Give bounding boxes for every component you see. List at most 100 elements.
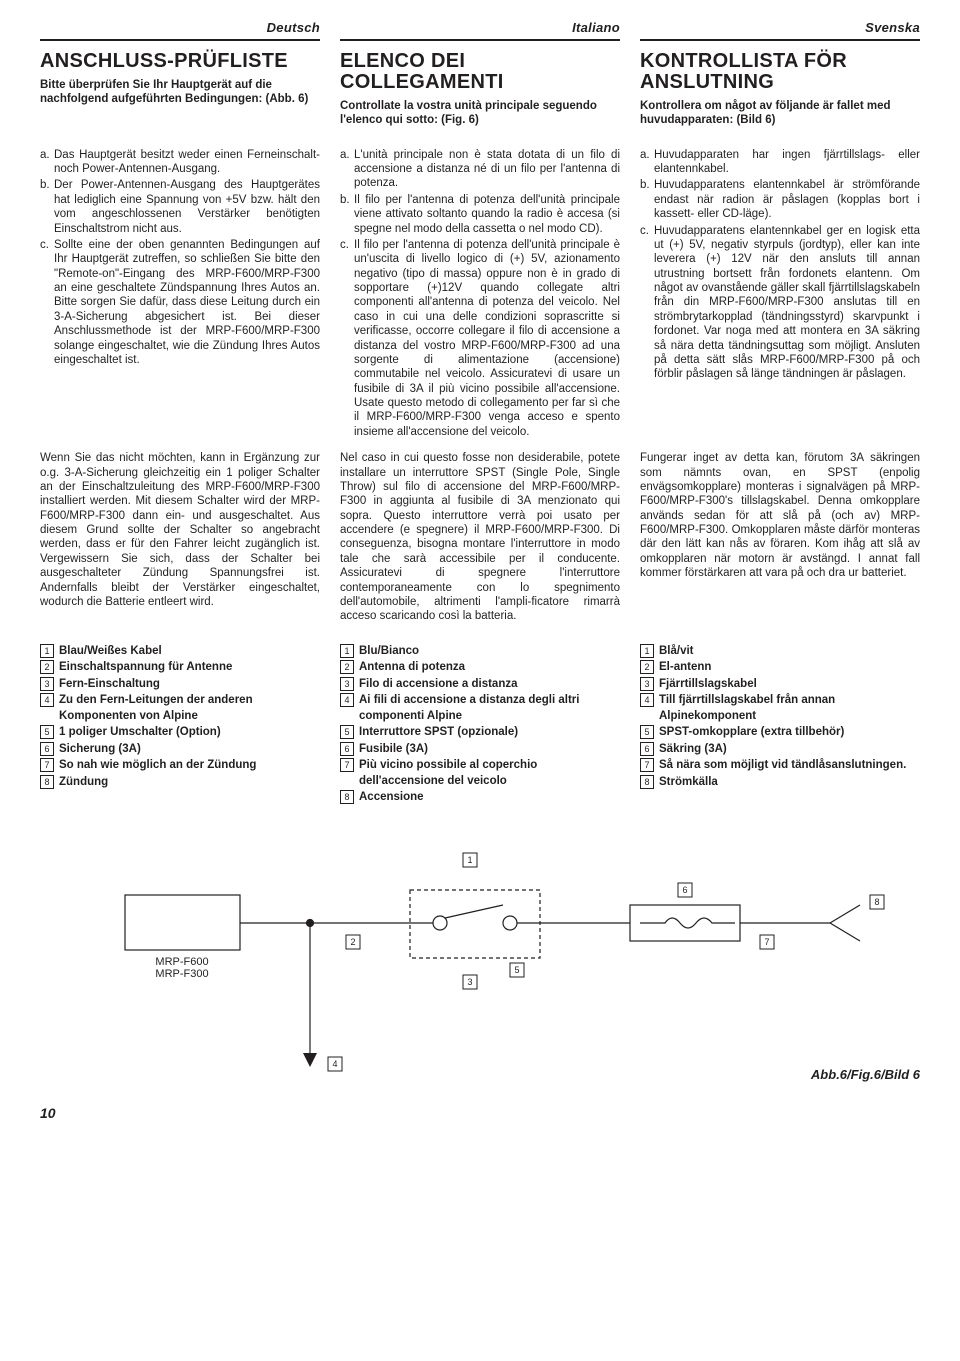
abc-text: Huvudapparatens elantennkabel är strömfö… xyxy=(654,178,920,221)
numlist-index-box: 4 xyxy=(40,693,54,707)
title-it: ELENCO DEI COLLEGAMENTI xyxy=(340,51,620,93)
numlist-text: Einschaltspannung für Antenne xyxy=(59,660,320,676)
numlist-index-box: 6 xyxy=(40,742,54,756)
numlist-index-box: 5 xyxy=(40,725,54,739)
language-row: Deutsch ANSCHLUSS-PRÜFLISTE Bitte überpr… xyxy=(40,20,920,140)
diagram-mrp-label: MRP-F600MRP-F300 xyxy=(155,956,208,980)
numlist-item: 6 Säkring (3A) xyxy=(640,742,920,758)
para2-it: Nel caso in cui questo fosse non desider… xyxy=(340,451,620,624)
lang-label-de: Deutsch xyxy=(40,20,320,41)
numlist-item: 2 Antenna di potenza xyxy=(340,660,620,676)
abc-key: a. xyxy=(640,148,654,177)
title-de: ANSCHLUSS-PRÜFLISTE xyxy=(40,51,320,72)
abc-text: L'unità principale non è stata dotata di… xyxy=(354,148,620,191)
numlist-text: Sicherung (3A) xyxy=(59,742,320,758)
abc-text: Il filo per l'antenna di potenza dell'un… xyxy=(354,238,620,439)
svg-text:3: 3 xyxy=(467,977,472,987)
numlist-text: Accensione xyxy=(359,790,620,806)
page-number: 10 xyxy=(40,1104,920,1122)
para2-row: Wenn Sie das nicht möchten, kann in Ergä… xyxy=(40,451,920,634)
numlist-index-box: 6 xyxy=(640,742,654,756)
svg-text:4: 4 xyxy=(332,1059,337,1069)
lang-label-it: Italiano xyxy=(340,20,620,41)
numlist-text: Interruttore SPST (opzionale) xyxy=(359,725,620,741)
numlist-index-box: 7 xyxy=(640,758,654,772)
abc-key: a. xyxy=(40,148,54,177)
abc-text: Huvudapparatens elantennkabel ger en log… xyxy=(654,224,920,382)
numlist-text: SPST-omkopplare (extra tillbehör) xyxy=(659,725,920,741)
numlist-item: 3Fern-Einschaltung xyxy=(40,677,320,693)
numlist-index-box: 1 xyxy=(640,644,654,658)
numlist-index-box: 8 xyxy=(340,790,354,804)
numlist-item: 1Blau/Weißes Kabel xyxy=(40,644,320,660)
numlist-index-box: 2 xyxy=(640,660,654,674)
abc-text: Huvudapparaten har ingen fjärrtillslags-… xyxy=(654,148,920,177)
col-de: Deutsch ANSCHLUSS-PRÜFLISTE Bitte überpr… xyxy=(40,20,320,140)
abc-key: a. xyxy=(340,148,354,191)
numlist-text: Till fjärrtillslagskabel från annan Alpi… xyxy=(659,693,920,724)
numlist-item: 8 Accensione xyxy=(340,790,620,806)
numlist-text: Blau/Weißes Kabel xyxy=(59,644,320,660)
numlist-text: Strömkälla xyxy=(659,775,920,791)
numlist-text: Säkring (3A) xyxy=(659,742,920,758)
numlist-text: Zündung xyxy=(59,775,320,791)
numlist-index-box: 4 xyxy=(340,693,354,707)
numlist-item: 5 SPST-omkopplare (extra tillbehör) xyxy=(640,725,920,741)
numlist-row: 1Blau/Weißes Kabel2Einschaltspannung für… xyxy=(40,644,920,807)
svg-text:5: 5 xyxy=(514,965,519,975)
numlist-item: 5 Interruttore SPST (opzionale) xyxy=(340,725,620,741)
abc-sv: a.Huvudapparaten har ingen fjärrtillslag… xyxy=(640,148,920,442)
wiring-diagram: MRP-F600MRP-F300 1 2 3 4 5 6 7 8 Abb.6/F… xyxy=(40,835,920,1084)
numlist-text: Blå/vit xyxy=(659,644,920,660)
numlist-index-box: 3 xyxy=(340,677,354,691)
svg-text:7: 7 xyxy=(764,937,769,947)
numlist-item: 3 Fjärrtillslagskabel xyxy=(640,677,920,693)
numlist-index-box: 2 xyxy=(340,660,354,674)
numlist-index-box: 5 xyxy=(340,725,354,739)
numlist-index-box: 4 xyxy=(640,693,654,707)
numlist-index-box: 3 xyxy=(640,677,654,691)
para2-de: Wenn Sie das nicht möchten, kann in Ergä… xyxy=(40,451,320,609)
svg-text:6: 6 xyxy=(682,885,687,895)
title-sv: KONTROLLISTA FÖR ANSLUTNING xyxy=(640,51,920,93)
numlist-index-box: 7 xyxy=(40,758,54,772)
numlist-item: 3Filo di accensione a distanza xyxy=(340,677,620,693)
lang-label-sv: Svenska xyxy=(640,20,920,41)
numlist-item: 1Blu/Bianco xyxy=(340,644,620,660)
subtitle-de: Bitte überprüfen Sie Ihr Hauptgerät auf … xyxy=(40,78,320,107)
abc-text: Der Power-Antennen-Ausgang des Hauptgerä… xyxy=(54,178,320,236)
numlist-item: 7 Più vicino possibile al coperchio dell'… xyxy=(340,758,620,789)
numlist-text: Så nära som möjligt vid tändlåsanslutnin… xyxy=(659,758,920,774)
numlist-text: Antenna di potenza xyxy=(359,660,620,676)
numlist-item: 2 El-antenn xyxy=(640,660,920,676)
numlist-text: Fjärrtillslagskabel xyxy=(659,677,920,693)
subtitle-it: Controllate la vostra unità principale s… xyxy=(340,99,620,128)
numlist-index-box: 6 xyxy=(340,742,354,756)
abc-key: b. xyxy=(40,178,54,236)
abc-key: b. xyxy=(640,178,654,221)
numlist-item: 4 Zu den Fern-Leitungen der anderen Kompo… xyxy=(40,693,320,724)
numlist-text: Ai fili di accensione a distanza degli a… xyxy=(359,693,620,724)
numlist-text: Più vicino possibile al coperchio dell'a… xyxy=(359,758,620,789)
numlist-item: 7 Så nära som möjligt vid tändlåsanslutni… xyxy=(640,758,920,774)
numlist-index-box: 7 xyxy=(340,758,354,772)
abc-it: a.L'unità principale non è stata dotata … xyxy=(340,148,620,442)
abc-row: a.Das Hauptgerät besitzt weder einen Fer… xyxy=(40,148,920,442)
numlist-text: Zu den Fern-Leitungen der anderen Kompon… xyxy=(59,693,320,724)
numlist-index-box: 5 xyxy=(640,725,654,739)
svg-text:8: 8 xyxy=(874,897,879,907)
abc-text: Das Hauptgerät besitzt weder einen Ferne… xyxy=(54,148,320,177)
numlist-item: 5 1 poliger Umschalter (Option) xyxy=(40,725,320,741)
numlist-text: Blu/Bianco xyxy=(359,644,620,660)
diagram-svg: MRP-F600MRP-F300 1 2 3 4 5 6 7 8 xyxy=(40,835,920,1085)
abc-key: c. xyxy=(340,238,354,439)
abc-key: c. xyxy=(40,238,54,367)
numlist-item: 2Einschaltspannung für Antenne xyxy=(40,660,320,676)
numlist-text: 1 poliger Umschalter (Option) xyxy=(59,725,320,741)
numlist-item: 8Strömkälla xyxy=(640,775,920,791)
abc-text: Il filo per l'antenna di potenza dell'un… xyxy=(354,193,620,236)
numlist-item: 1 Blå/vit xyxy=(640,644,920,660)
numlist-text: El-antenn xyxy=(659,660,920,676)
numlist-text: Fusibile (3A) xyxy=(359,742,620,758)
svg-text:1: 1 xyxy=(467,855,472,865)
